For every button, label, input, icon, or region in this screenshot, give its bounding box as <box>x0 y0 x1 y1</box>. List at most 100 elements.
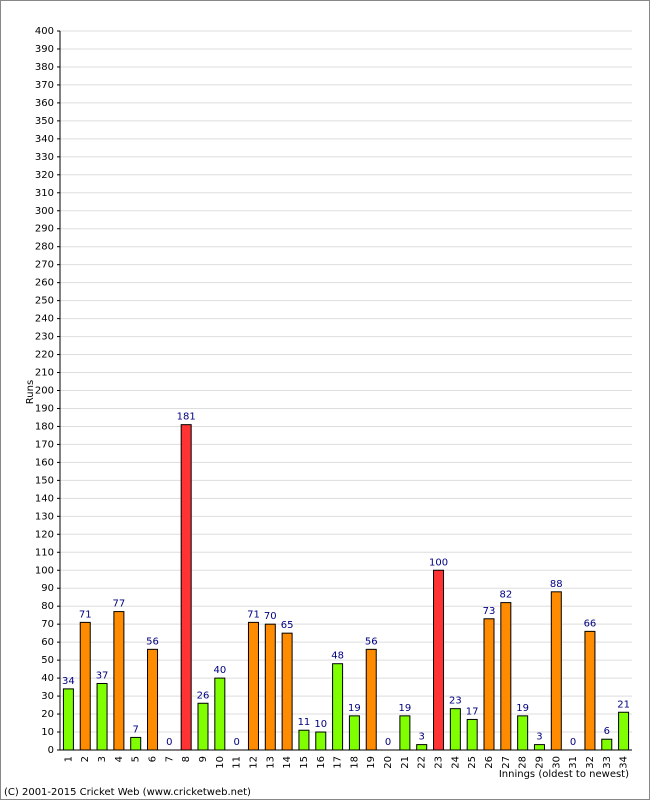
x-tick-label: 21 <box>400 756 411 769</box>
y-tick-label: 280 <box>35 242 54 253</box>
y-tick-label: 310 <box>35 188 54 199</box>
value-label: 3 <box>419 732 425 743</box>
x-tick-label: 11 <box>232 756 243 769</box>
bar <box>247 621 259 751</box>
y-tick-label: 250 <box>35 296 54 307</box>
x-tick-label: 7 <box>164 756 175 762</box>
x-tick-label: 13 <box>265 756 276 769</box>
x-tick-label: 23 <box>434 756 445 769</box>
y-tick-label: 160 <box>35 457 54 468</box>
y-tick-label: 80 <box>41 601 54 612</box>
bar <box>399 715 411 751</box>
bar <box>214 677 226 751</box>
x-tick-label: 4 <box>114 756 125 762</box>
y-tick-label: 40 <box>41 673 54 684</box>
y-tick-label: 390 <box>35 44 54 55</box>
x-tick-label: 9 <box>198 756 209 762</box>
bar <box>197 702 209 751</box>
value-label: 88 <box>550 579 563 590</box>
value-label: 100 <box>429 557 448 568</box>
y-tick-label: 290 <box>35 224 54 235</box>
x-tick-label: 8 <box>181 756 192 762</box>
y-tick-label: 320 <box>35 170 54 181</box>
value-label: 56 <box>146 636 159 647</box>
x-tick-label: 3 <box>97 756 108 762</box>
bar <box>130 736 142 751</box>
x-tick-label: 22 <box>417 756 428 769</box>
y-tick-label: 240 <box>35 314 54 325</box>
y-tick-label: 0 <box>48 745 54 756</box>
y-tick-label: 270 <box>35 260 54 271</box>
value-label: 19 <box>348 703 361 714</box>
x-tick-label: 24 <box>450 756 461 769</box>
x-tick-label: 30 <box>551 756 562 769</box>
bar <box>416 744 428 751</box>
bar <box>449 708 461 751</box>
value-label: 10 <box>314 719 327 730</box>
x-tick-label: 17 <box>333 756 344 769</box>
x-tick-label: 19 <box>366 756 377 769</box>
value-label: 77 <box>113 599 126 610</box>
x-tick-label: 18 <box>349 756 360 769</box>
y-tick-label: 70 <box>41 619 54 630</box>
bar <box>113 611 125 751</box>
value-label: 26 <box>197 690 210 701</box>
value-label: 34 <box>62 676 75 687</box>
value-label: 23 <box>449 696 462 707</box>
bar <box>348 715 360 751</box>
x-tick-label: 32 <box>585 756 596 769</box>
bar <box>281 632 293 751</box>
value-label: 3 <box>536 732 542 743</box>
y-tick-label: 220 <box>35 350 54 361</box>
bar <box>298 729 310 751</box>
bar <box>147 648 159 751</box>
value-label: 19 <box>516 703 529 714</box>
value-label: 0 <box>233 737 239 748</box>
x-tick-label: 6 <box>148 756 159 762</box>
value-label: 71 <box>247 609 260 620</box>
y-tick-label: 60 <box>41 637 54 648</box>
x-tick-label: 10 <box>215 756 226 769</box>
x-tick-label: 5 <box>131 756 142 762</box>
y-tick-label: 340 <box>35 134 54 145</box>
bar <box>62 688 74 751</box>
y-tick-label: 110 <box>35 547 54 558</box>
y-tick-label: 190 <box>35 403 54 414</box>
value-label: 17 <box>466 706 479 717</box>
bar <box>433 569 445 751</box>
y-tick-label: 90 <box>41 583 54 594</box>
y-tick-label: 230 <box>35 332 54 343</box>
bar <box>550 591 562 751</box>
bar <box>601 738 613 751</box>
y-tick-label: 400 <box>35 26 54 37</box>
x-tick-label: 34 <box>619 756 630 769</box>
value-label: 21 <box>617 699 630 710</box>
x-tick-label: 33 <box>602 756 613 769</box>
y-tick-label: 20 <box>41 709 54 720</box>
x-tick-label: 15 <box>299 756 310 769</box>
bar <box>533 744 545 751</box>
x-tick-label: 31 <box>568 756 579 769</box>
value-label: 70 <box>264 611 277 622</box>
y-axis-label: Runs <box>25 380 36 404</box>
value-label: 71 <box>79 609 92 620</box>
value-label: 82 <box>499 590 512 601</box>
x-tick-label: 26 <box>484 756 495 769</box>
y-tick-label: 360 <box>35 98 54 109</box>
bar <box>332 663 344 751</box>
bar <box>618 711 630 751</box>
x-axis-label: Innings (oldest to newest) <box>499 769 629 780</box>
value-label: 37 <box>96 670 109 681</box>
bar <box>96 682 108 751</box>
y-tick-label: 130 <box>35 511 54 522</box>
bar <box>466 718 478 751</box>
value-label: 73 <box>483 606 496 617</box>
bar <box>483 618 495 751</box>
y-tick-label: 300 <box>35 206 54 217</box>
bar <box>315 731 327 751</box>
y-tick-label: 180 <box>35 421 54 432</box>
x-tick-label: 28 <box>518 756 529 769</box>
x-tick-label: 2 <box>80 756 91 762</box>
y-tick-label: 50 <box>41 655 54 666</box>
